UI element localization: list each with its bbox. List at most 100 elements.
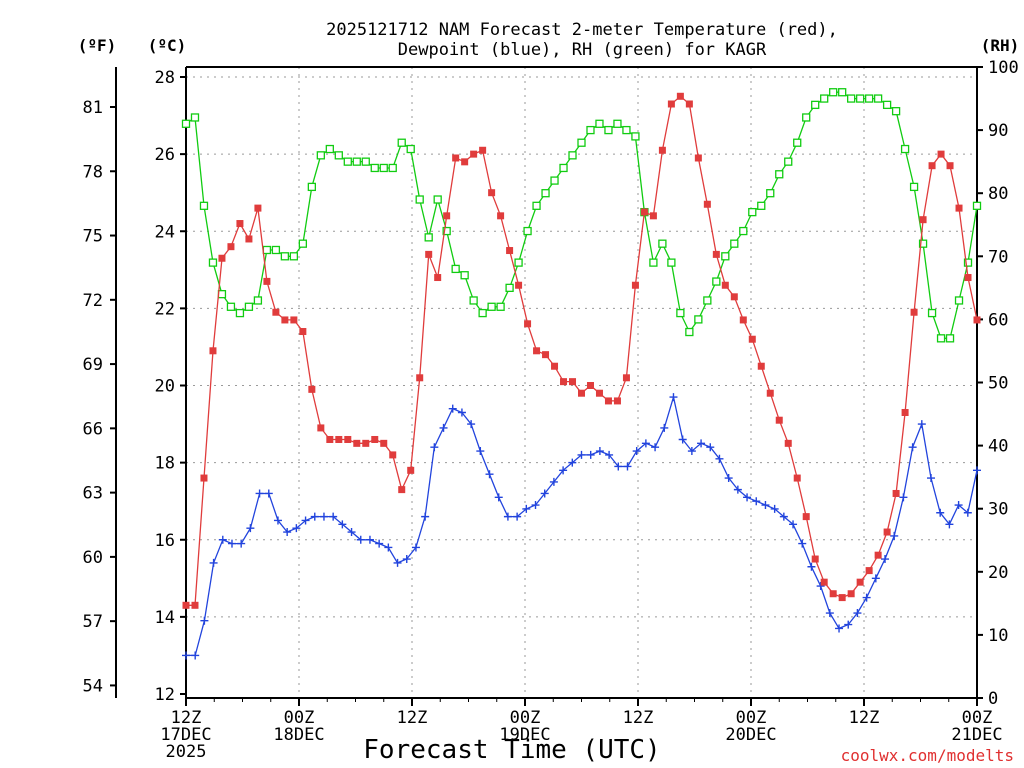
rh-point xyxy=(406,144,415,154)
temperature-point xyxy=(533,347,541,355)
temperature-point xyxy=(200,474,208,482)
dewpoint-point xyxy=(476,447,485,456)
temperature-point xyxy=(667,100,675,108)
rh-point xyxy=(514,258,523,267)
rh-point xyxy=(909,182,919,192)
rh-point xyxy=(694,315,703,324)
temperature-point xyxy=(937,150,945,158)
dewpoint-point xyxy=(853,609,862,618)
rh-point xyxy=(289,252,299,261)
dewpoint-point xyxy=(908,443,917,452)
rh-point xyxy=(361,157,370,166)
time-tick-label: 2025 xyxy=(166,742,207,762)
dewpoint-point xyxy=(963,508,972,517)
temperature-point xyxy=(443,212,451,220)
dewpoint-point xyxy=(310,512,319,521)
rh-point xyxy=(523,226,532,236)
dewpoint-point xyxy=(329,512,338,521)
temperature-point xyxy=(622,374,630,382)
rh-point xyxy=(918,239,928,248)
temperature-point xyxy=(524,320,532,328)
fahrenheit-tick-label: 69 xyxy=(83,355,103,375)
grid-lines xyxy=(186,67,977,698)
series-rh xyxy=(181,88,982,343)
rh-point xyxy=(586,125,595,135)
temperature-point xyxy=(811,555,819,563)
celsius-tick-label: 12 xyxy=(155,685,175,705)
temperature-point xyxy=(344,435,352,443)
rh-point xyxy=(855,94,865,103)
temperature-point xyxy=(470,150,478,158)
temperature-point xyxy=(613,397,621,405)
temperature-point xyxy=(263,277,271,285)
temperature-point xyxy=(551,362,559,370)
temperature-point xyxy=(245,235,253,243)
dewpoint-point xyxy=(319,512,328,521)
rh-tick-label: 30 xyxy=(988,500,1008,520)
rh-point xyxy=(721,252,730,261)
dewpoint-point xyxy=(540,489,549,498)
dewpoint-point xyxy=(881,555,890,564)
rh-point xyxy=(658,239,667,248)
temperature-point xyxy=(488,189,496,197)
series-temperature xyxy=(182,92,981,609)
dewpoint-point xyxy=(927,474,936,483)
rh-point xyxy=(595,119,604,128)
dewpoint-point xyxy=(513,512,522,521)
dewpoint-point xyxy=(577,450,586,459)
temperature-point xyxy=(712,250,720,258)
rh-point xyxy=(775,170,784,179)
dewpoint-point xyxy=(384,543,393,552)
rh-point xyxy=(667,258,676,267)
rh-point xyxy=(900,144,910,154)
temperature-point xyxy=(919,216,927,224)
dewpoint-point xyxy=(816,582,825,591)
temperature-point xyxy=(640,208,648,216)
dewpoint-point xyxy=(871,574,880,583)
dewpoint-point xyxy=(218,535,227,544)
rh-point xyxy=(235,308,245,318)
rh-axis: 0 10 20 30 40 50 60 70 80 90 100 xyxy=(977,58,1019,709)
dewpoint-point xyxy=(862,593,871,602)
temperature-point xyxy=(371,435,379,443)
time-tick-label: 18DEC xyxy=(273,725,324,745)
rh-point xyxy=(460,271,469,280)
temperature-point xyxy=(928,162,936,170)
time-tick-label: 00Z xyxy=(736,708,767,728)
temperature-point xyxy=(290,316,298,324)
temperature-point xyxy=(308,385,316,393)
dewpoint-point xyxy=(697,439,706,448)
dewpoint-point xyxy=(660,423,669,432)
dewpoint-point xyxy=(375,539,384,548)
dewpoint-point xyxy=(494,493,503,502)
rh-point xyxy=(478,308,487,318)
temperature-point xyxy=(757,362,765,370)
rh-point xyxy=(649,258,658,267)
chart-title-line-2: Dewpoint (blue), RH (green) for KAGR xyxy=(398,40,767,60)
temperature-point xyxy=(560,378,568,386)
dewpoint-point xyxy=(503,512,512,521)
dewpoint-point xyxy=(641,439,650,448)
celsius-unit-label: (ºC) xyxy=(148,36,187,55)
dewpoint-point xyxy=(733,485,742,494)
rh-point xyxy=(541,189,550,198)
temperature-point xyxy=(209,347,217,355)
temperature-point xyxy=(398,486,406,494)
temperature-point xyxy=(434,274,442,282)
temperature-point xyxy=(784,439,792,447)
time-tick-label: 12Z xyxy=(397,708,428,728)
rh-tick-label: 40 xyxy=(988,437,1008,457)
rh-point xyxy=(532,201,541,210)
time-tick-label: 17DEC xyxy=(160,725,211,745)
dewpoint-point xyxy=(273,516,282,525)
temperature-point xyxy=(407,466,415,474)
rh-tick-label: 50 xyxy=(988,374,1008,394)
rh-point xyxy=(685,327,694,337)
temperature-point xyxy=(578,389,585,397)
dewpoint-point xyxy=(678,435,687,444)
fahrenheit-tick-label: 72 xyxy=(83,291,103,311)
rh-point xyxy=(568,151,577,160)
dewpoint-point xyxy=(973,466,981,475)
dewpoint-point xyxy=(255,489,264,498)
